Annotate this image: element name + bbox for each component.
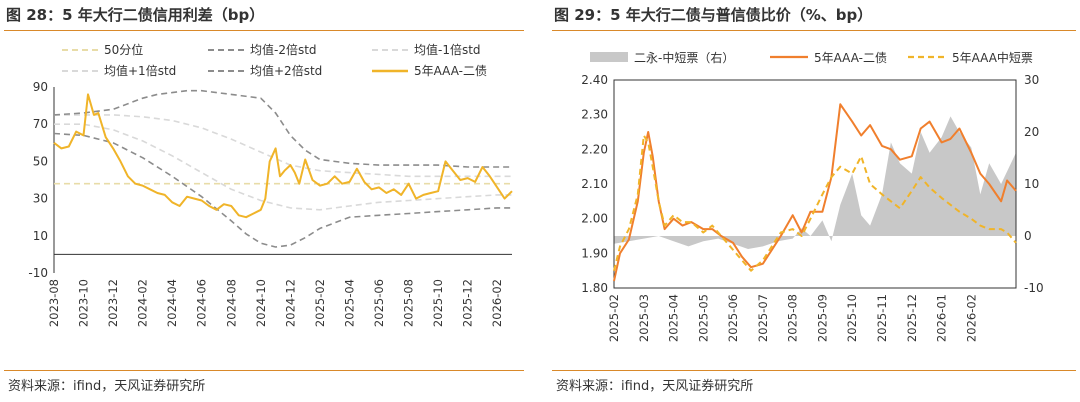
x-tick-label: 2025-12 [461, 279, 475, 327]
x-tick-label: 2023-08 [47, 279, 61, 327]
legend-item: 均值-2倍std [208, 42, 317, 57]
legend-item: 均值+1倍std [62, 63, 176, 78]
x-tick-label: 2025-10 [845, 294, 859, 342]
legend-swatch [590, 52, 628, 62]
y-tick-label: 50 [33, 154, 48, 168]
legend-item: 二永-中短票（右） [590, 50, 734, 65]
legend-item: 均值-1倍std [372, 42, 481, 57]
legend-label: 均值-2倍std [250, 42, 317, 57]
legend-label: 5年AAA-二债 [814, 51, 887, 65]
x-tick-label: 2025-08 [402, 279, 416, 327]
x-tick-label: 2024-10 [254, 279, 268, 327]
x-tick-label: 2025-09 [815, 294, 829, 342]
x-tick-label: 2023-12 [106, 279, 120, 327]
series-line [53, 89, 512, 168]
x-tick-label: 2026-02 [490, 279, 504, 327]
chart-panel-yield-comparison: 图 29：5 年大行二债与普信债比价（%、bp） 二永-中短票（右） 5年AAA-… [548, 0, 1080, 402]
x-tick-label: 2025-02 [607, 294, 621, 342]
legend-item: 5年AAA-二债 [770, 51, 887, 65]
x-tick-label: 2025-12 [905, 294, 919, 342]
y-tick-label-right: 20 [1024, 125, 1039, 139]
legend-item: 5年AAA-二债 [372, 64, 487, 78]
legend-label: 均值+2倍std [250, 63, 322, 78]
x-tick-label: 2024-12 [283, 279, 297, 327]
series-line [54, 123, 512, 211]
y-tick-label: 2.10 [581, 177, 608, 191]
y-tick-label: 2.30 [581, 108, 608, 122]
y-tick-label: 2.40 [581, 73, 608, 87]
x-tick-label: 2024-08 [224, 279, 238, 327]
x-tick-label: 2025-04 [667, 294, 681, 342]
x-tick-label: 2024-06 [195, 279, 209, 327]
x-tick-label: 2024-04 [165, 279, 179, 327]
legend-item: 5年AAA中短票 [908, 50, 1033, 65]
chart-title: 图 29：5 年大行二债与普信债比价（%、bp） [554, 6, 873, 24]
chart-source: 资料来源：ifind，天风证券研究所 [8, 379, 206, 394]
yield-comparison-chart: 二永-中短票（右） 5年AAA-二债 5年AAA中短票 1.80 1.90 2.00 2.1… [581, 50, 1044, 342]
legend-item: 均值+2倍std [208, 63, 322, 78]
chart-title: 图 28：5 年大行二债信用利差（bp） [6, 6, 265, 24]
y-tick-label: 1.80 [581, 281, 608, 295]
x-tick-label: 2026-02 [964, 294, 978, 342]
x-tick-label: 2025-06 [726, 294, 740, 342]
x-tick-label: 2025-06 [372, 279, 386, 327]
x-tick-label: 2025-07 [756, 294, 770, 342]
series-line [613, 134, 1017, 272]
x-tick-label: 2026-01 [935, 294, 949, 342]
y-tick-label: 2.00 [581, 212, 608, 226]
y-tick-label-right: 0 [1024, 229, 1032, 243]
y-tick-label-right: 10 [1024, 177, 1039, 191]
series-line [613, 103, 1017, 282]
y-tick-label: -10 [28, 266, 48, 280]
source-divider [4, 370, 524, 371]
x-tick-label: 2025-10 [431, 279, 445, 327]
chart-source: 资料来源：ifind，天风证券研究所 [556, 379, 754, 394]
x-tick-label: 2025-02 [313, 279, 327, 327]
y-tick-label: 30 [33, 192, 48, 206]
y-tick-label-right: 30 [1024, 73, 1039, 87]
x-tick-label: 2023-10 [77, 279, 91, 327]
source-divider [552, 370, 1076, 371]
chart-panel-credit-spread: 图 28：5 年大行二债信用利差（bp） 50分位 均值-2倍std 均值-1倍st… [0, 0, 528, 402]
x-tick-label: 2025-03 [637, 294, 651, 342]
legend-label: 5年AAA-二债 [414, 64, 487, 78]
legend-label: 二永-中短票（右） [634, 50, 734, 65]
x-tick-label: 2025-08 [786, 294, 800, 342]
y-tick-label: 90 [33, 80, 48, 94]
legend-label: 5年AAA中短票 [952, 50, 1033, 65]
plot-frame [613, 79, 1017, 289]
legend-label: 50分位 [104, 42, 143, 57]
title-divider [4, 30, 524, 31]
legend-item: 50分位 [62, 42, 143, 57]
y-tick-label: 2.20 [581, 142, 608, 156]
y-tick-label-right: -10 [1024, 281, 1044, 295]
credit-spread-chart: 50分位 均值-2倍std 均值-1倍std 均值+1倍std 均值+2倍std 5年AA… [28, 42, 513, 327]
series-line [53, 132, 512, 248]
y-tick-label: 70 [33, 117, 48, 131]
series-line [53, 93, 513, 219]
legend-label: 均值+1倍std [104, 63, 176, 78]
x-tick-label: 2025-05 [696, 294, 710, 342]
y-tick-label: 1.90 [581, 246, 608, 260]
series-area [614, 116, 1016, 250]
x-tick-label: 2025-11 [875, 294, 889, 342]
y-tick-label: 10 [33, 229, 48, 243]
legend-label: 均值-1倍std [414, 42, 481, 57]
x-tick-label: 2024-02 [136, 279, 150, 327]
x-tick-label: 2025-04 [342, 279, 356, 327]
title-divider [552, 30, 1076, 31]
